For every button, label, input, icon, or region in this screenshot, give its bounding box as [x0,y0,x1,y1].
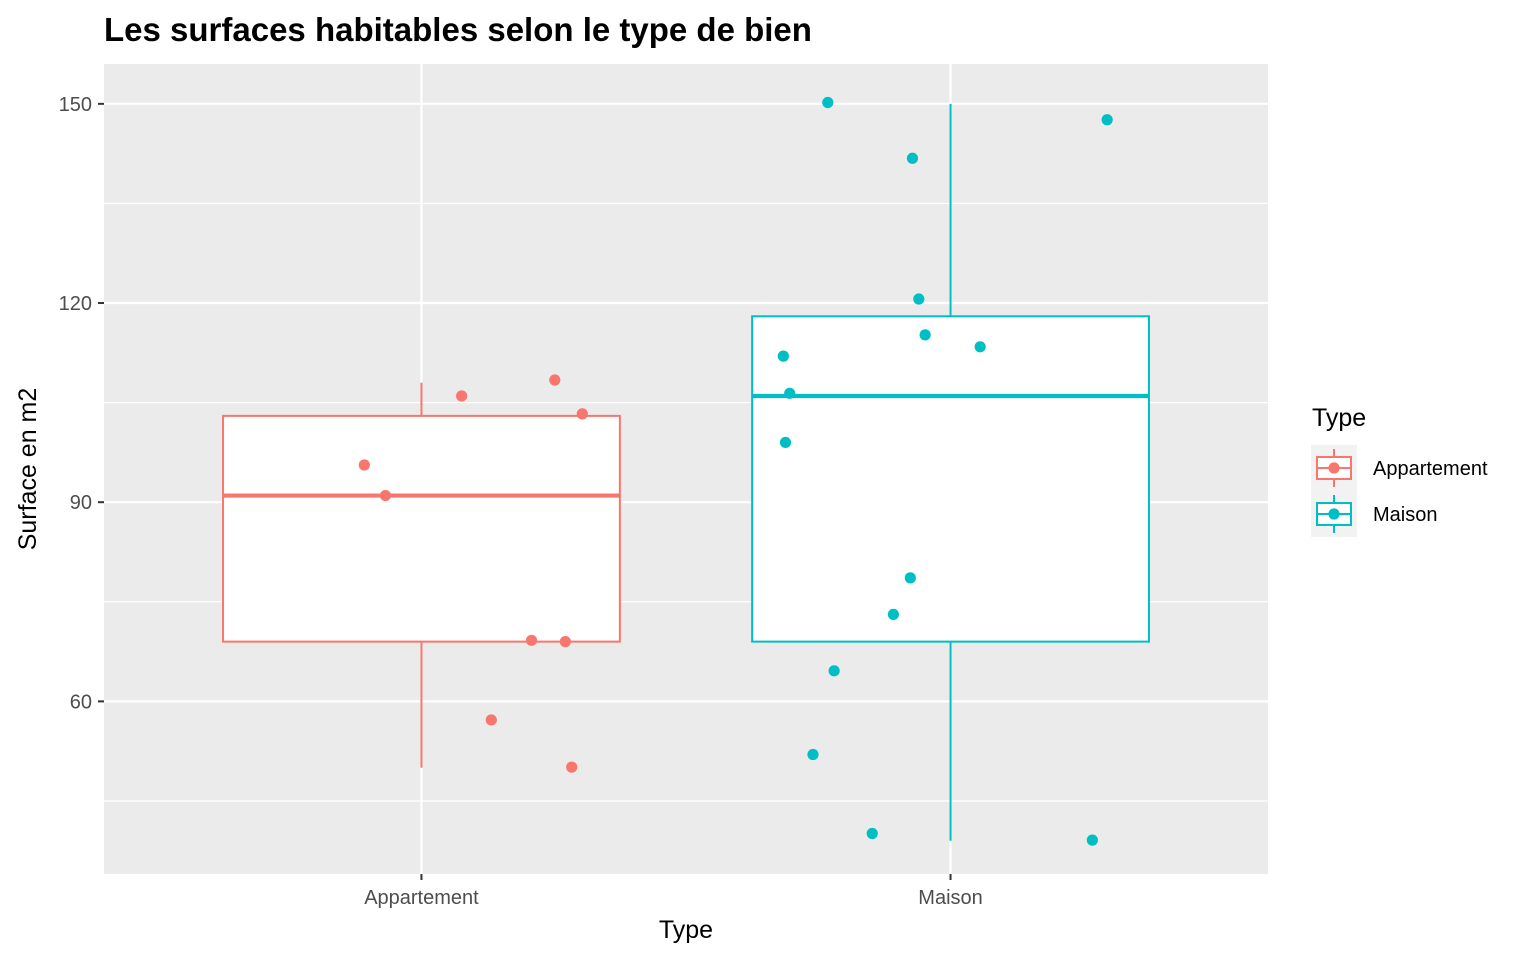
x-axis-title: Type [659,916,713,944]
y-tick-label: 60 [70,691,92,713]
data-point [906,152,919,164]
data-point [358,459,370,471]
data-point [485,714,497,726]
data-point [576,408,588,420]
legend-label-appartement: Appartement [1373,458,1488,480]
data-point [913,293,925,305]
data-point [974,341,986,353]
legend-title: Type [1312,404,1366,432]
x-tick-label: Appartement [364,887,479,909]
data-point [822,96,834,109]
data-point [1086,834,1098,846]
data-point [525,634,538,646]
data-point [777,350,789,362]
y-tick-label: 150 [59,94,92,116]
data-point [566,761,578,773]
data-point [456,390,468,402]
data-point [866,827,878,840]
x-axis: Appartement Maison [364,874,983,909]
box-maison [751,315,1150,643]
data-point [887,608,900,621]
y-axis: 60 90 120 150 [59,94,104,713]
data-point [559,636,571,648]
box-layer [222,103,1150,841]
jitter-points [358,96,1113,846]
data-point [1101,114,1113,126]
legend-label-maison: Maison [1373,504,1437,526]
box-appartement [222,414,621,643]
legend-key-point [1328,508,1340,520]
y-tick-label: 90 [70,492,92,514]
y-tick-label: 120 [59,293,92,315]
data-point [919,329,931,341]
data-point [549,374,561,386]
y-axis-title: Surface en m2 [14,388,42,551]
data-point [784,387,796,399]
data-point [807,748,819,761]
data-point [828,665,840,677]
legend-key-point [1328,462,1340,474]
data-point [904,572,916,584]
data-point [379,489,392,502]
legend: Type Appartement Maison [1311,404,1488,537]
chart-title: Les surfaces habitables selon le type de… [104,11,812,48]
data-point [779,436,792,449]
x-tick-label: Maison [918,887,982,909]
